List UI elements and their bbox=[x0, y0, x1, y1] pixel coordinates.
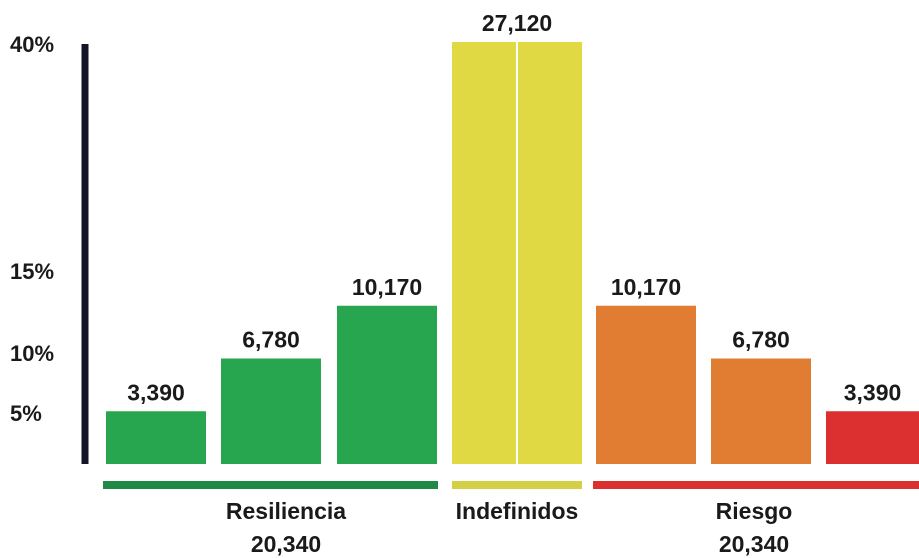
y-tick-label: 40% bbox=[10, 32, 54, 57]
bar-value-label: 3,390 bbox=[844, 379, 902, 405]
bar bbox=[596, 305, 696, 464]
bar-value-label: 3,390 bbox=[127, 379, 185, 405]
group-name: Riesgo bbox=[716, 498, 793, 524]
y-tick-label: 15% bbox=[10, 259, 54, 284]
bars bbox=[106, 42, 919, 464]
bar-value-label: 6,780 bbox=[242, 327, 300, 353]
bar-value-label: 10,170 bbox=[352, 274, 422, 300]
group-name: Resiliencia bbox=[226, 498, 346, 524]
bar bbox=[826, 411, 919, 464]
bar-value-label: 27,120 bbox=[482, 10, 552, 36]
value-labels: 3,390 6,780 10,170 27,120 10,170 6,780 3,390 bbox=[127, 10, 901, 405]
bar bbox=[337, 305, 437, 464]
bar bbox=[711, 358, 811, 464]
group-bracket bbox=[103, 481, 438, 489]
group-brackets: Resiliencia 20,340 Indefinidos Riesgo 20,340 bbox=[103, 481, 919, 557]
group-bracket bbox=[593, 481, 919, 489]
group-name: Indefinidos bbox=[456, 498, 579, 524]
group-bracket bbox=[452, 481, 582, 489]
group-total: 20,340 bbox=[719, 531, 789, 557]
y-axis-ticks: 40% 15% 10% 5% bbox=[10, 32, 54, 426]
bar-value-label: 6,780 bbox=[732, 327, 790, 353]
bar bbox=[106, 411, 206, 464]
bar bbox=[221, 358, 321, 464]
y-tick-label: 5% bbox=[10, 401, 42, 426]
y-tick-label: 10% bbox=[10, 341, 54, 366]
bar-value-label: 10,170 bbox=[611, 274, 681, 300]
group-total: 20,340 bbox=[251, 531, 321, 557]
